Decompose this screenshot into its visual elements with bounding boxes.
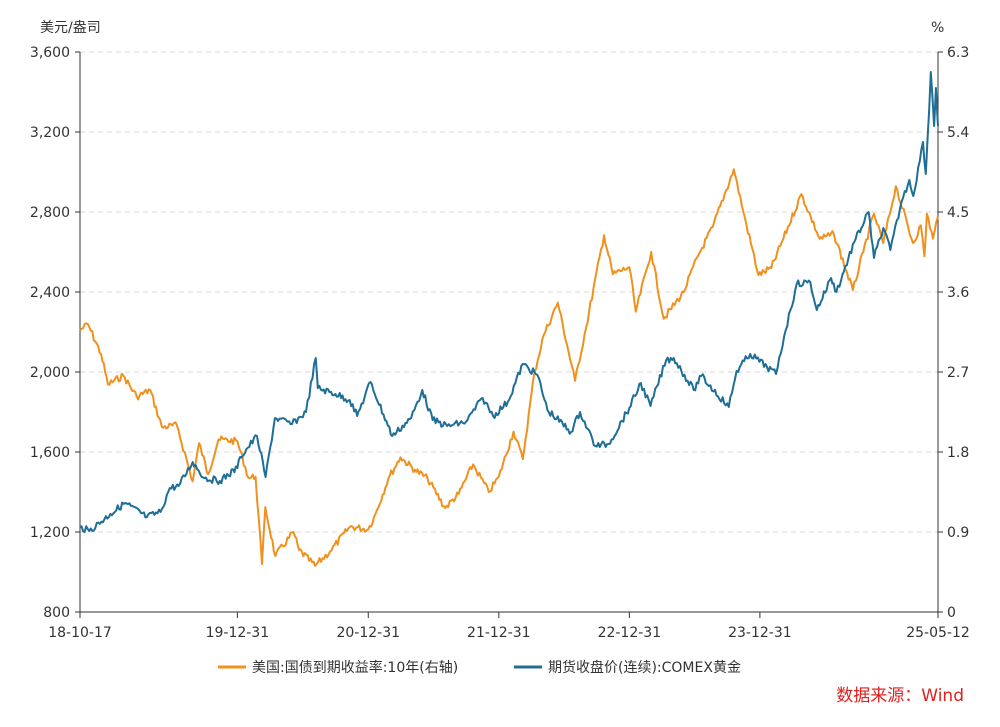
right-tick-label: 1.8 xyxy=(947,445,969,461)
legend: 美国:国债到期收益率:10年(右轴) 期货收盘价(连续):COMEX黄金 xyxy=(218,659,741,676)
left-tick-label: 1,600 xyxy=(30,445,70,461)
legend-label-yield: 美国:国债到期收益率:10年(右轴) xyxy=(252,659,458,676)
series-line-comex-gold xyxy=(79,71,939,534)
right-tick-label: 3.6 xyxy=(947,285,969,301)
x-tick-label: 19-12-31 xyxy=(206,625,270,641)
x-tick-label: 21-12-31 xyxy=(467,625,531,641)
right-tick-label: 4.5 xyxy=(947,205,969,221)
x-tick-label: 22-12-31 xyxy=(598,625,662,641)
right-tick-label: 2.7 xyxy=(947,365,969,381)
right-tick-label: 0 xyxy=(947,605,956,621)
left-tick-label: 2,400 xyxy=(30,285,70,301)
left-tick-label: 1,200 xyxy=(30,525,70,541)
right-tick-label: 5.4 xyxy=(947,125,969,141)
x-tick-label: 25-05-12 xyxy=(906,625,970,641)
left-tick-label: 2,000 xyxy=(30,365,70,381)
right-axis-unit: % xyxy=(931,20,944,36)
left-axis-unit: 美元/盎司 xyxy=(40,20,101,36)
legend-label-gold: 期货收盘价(连续):COMEX黄金 xyxy=(548,659,741,676)
left-tick-label: 2,800 xyxy=(30,205,70,221)
right-tick-label: 0.9 xyxy=(947,525,969,541)
series-line-us-10y-yield xyxy=(79,168,939,567)
x-tick-label: 20-12-31 xyxy=(336,625,400,641)
x-tick-label: 23-12-31 xyxy=(728,625,792,641)
left-tick-label: 3,600 xyxy=(30,45,70,61)
x-tick-label: 18-10-17 xyxy=(48,625,112,641)
source-note: 数据来源：Wind xyxy=(836,686,964,706)
right-tick-label: 6.3 xyxy=(947,45,969,61)
left-tick-label: 800 xyxy=(43,605,70,621)
left-tick-label: 3,200 xyxy=(30,125,70,141)
